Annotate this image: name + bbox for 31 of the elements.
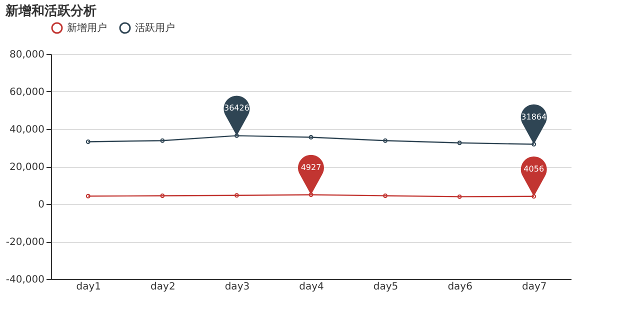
annotation: 4056 [524, 164, 544, 174]
annotation: 36426 [224, 104, 250, 113]
point [234, 193, 239, 198]
chart-title: 新增和活跃分析 [4, 3, 96, 19]
y-tick-label: 20,000 [10, 162, 44, 173]
point [457, 194, 462, 199]
point [308, 135, 314, 140]
x-tick-label: day1 [76, 282, 102, 292]
x-tick-label: day5 [373, 282, 398, 292]
point [160, 194, 165, 198]
point [160, 138, 165, 143]
y-tick-label: -20,000 [6, 237, 44, 248]
point [234, 133, 239, 138]
y-tick-label: 0 [38, 200, 44, 210]
x-tick-label: day6 [448, 282, 472, 292]
x-tick-label: day7 [522, 282, 547, 292]
point [457, 140, 462, 146]
point [383, 194, 388, 198]
y-tick-label: 80,000 [10, 50, 44, 60]
x-tick-label: day4 [299, 282, 324, 292]
annotation: 31864 [521, 112, 547, 122]
point [383, 138, 388, 143]
y-tick-label: -40,000 [6, 274, 44, 286]
x-tick-label: day3 [224, 282, 250, 292]
y-tick-label: 40,000 [10, 124, 44, 136]
annotation: 4927 [300, 162, 322, 172]
point [308, 192, 314, 197]
legend-label: 活跃用户 [135, 22, 175, 34]
x-tick-label: day2 [150, 282, 176, 292]
y-tick-label: 60,000 [10, 87, 44, 98]
legend-label: 新增用户 [67, 22, 107, 34]
